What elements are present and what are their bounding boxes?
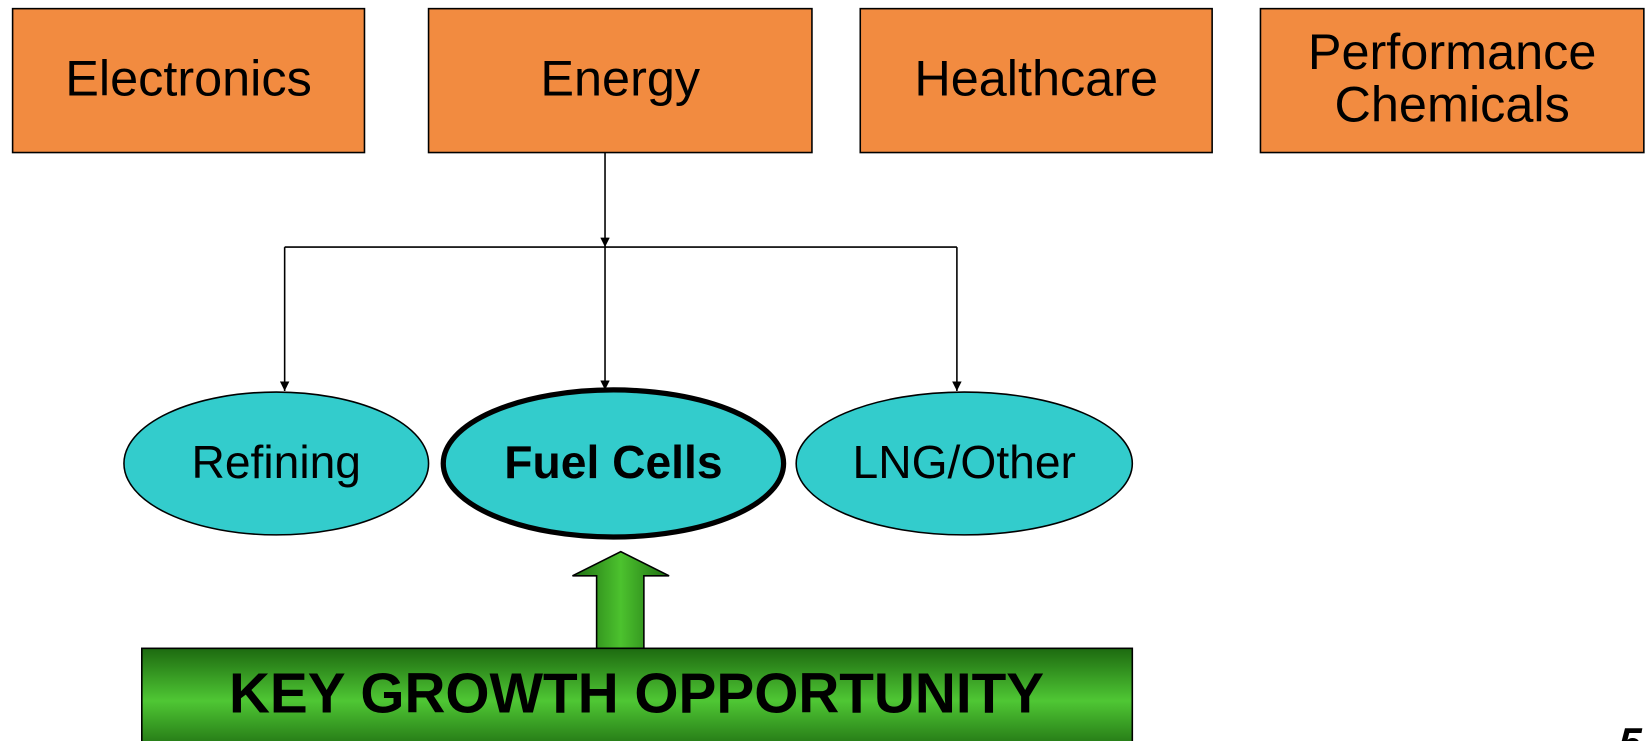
division-box [1259, 7, 1645, 154]
segment-ellipse [795, 391, 1134, 536]
division-label: Energy [540, 49, 701, 106]
division-box [11, 7, 366, 154]
segment-ellipse [123, 391, 430, 536]
division-label: Chemicals [1335, 76, 1570, 133]
division-label: Healthcare [914, 49, 1158, 106]
banner [141, 647, 1134, 741]
division-label: Electronics [65, 49, 312, 106]
segment-label: Fuel Cells [504, 436, 722, 488]
segment-label: Refining [191, 436, 361, 488]
segment-ellipse [440, 387, 787, 540]
divisions: Electronics Energy Healthcare PerformanceCh… [11, 7, 1645, 154]
banner-text: KEY GROWTH OPPORTUNITY [229, 663, 1044, 726]
segments: Refining Fuel Cells LNG/Other [123, 387, 1134, 540]
connectors [279, 152, 962, 391]
division-box [859, 7, 1213, 154]
division-label: Performance [1308, 23, 1597, 80]
division-box [427, 7, 813, 154]
up-arrow [572, 550, 670, 650]
page-number: 5 [1619, 719, 1643, 741]
segment-label: LNG/Other [853, 436, 1076, 488]
